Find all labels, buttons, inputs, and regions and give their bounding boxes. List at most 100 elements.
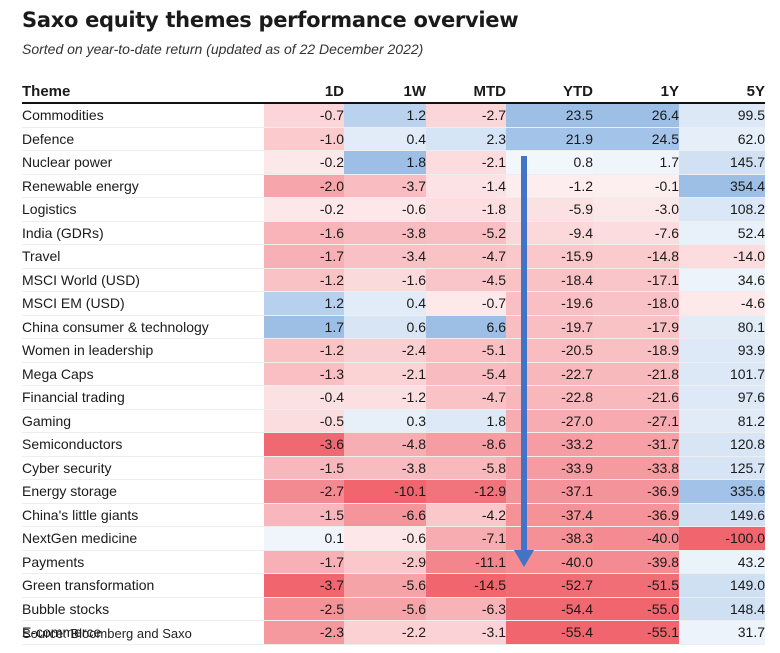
cell-5y: 335.6 bbox=[679, 479, 765, 504]
cell-ytd: -40.0 bbox=[506, 550, 593, 574]
cell-1y: 24.5 bbox=[593, 127, 679, 151]
cell-1w: 1.2 bbox=[344, 103, 426, 128]
cell-1w: 0.3 bbox=[344, 409, 426, 433]
cell-5y: 108.2 bbox=[679, 197, 765, 222]
page-title: Saxo equity themes performance overview bbox=[22, 8, 519, 32]
header-mtd: MTD bbox=[426, 80, 506, 104]
header-row: Theme 1D 1W MTD YTD 1Y 5Y bbox=[22, 80, 765, 104]
table-body: Commodities -0.7 1.2 -2.7 23.5 26.4 99.5 Defenc… bbox=[22, 103, 765, 645]
cell-5y: 81.2 bbox=[679, 409, 765, 433]
cell-1y: -18.0 bbox=[593, 291, 679, 316]
cell-1w: -3.8 bbox=[344, 221, 426, 245]
table-row: MSCI World (USD) -1.2 -1.6 -4.5 -18.4 -17.1 34… bbox=[22, 268, 765, 292]
cell-1d: -0.7 bbox=[264, 103, 344, 128]
cell-mtd: -5.8 bbox=[426, 456, 506, 480]
cell-ytd: -9.4 bbox=[506, 221, 593, 245]
table-row: Cyber security -1.5 -3.8 -5.8 -33.9 -33.8 125.… bbox=[22, 456, 765, 480]
cell-5y: 93.9 bbox=[679, 338, 765, 363]
cell-1w: -3.7 bbox=[344, 174, 426, 198]
theme-name: China's little giants bbox=[22, 503, 264, 527]
cell-1d: -0.5 bbox=[264, 409, 344, 433]
cell-1w: -2.4 bbox=[344, 338, 426, 363]
theme-name: Bubble stocks bbox=[22, 597, 264, 621]
table-row: Financial trading -0.4 -1.2 -4.7 -22.8 -21.6 9… bbox=[22, 385, 765, 410]
cell-mtd: -1.8 bbox=[426, 197, 506, 222]
cell-ytd: -20.5 bbox=[506, 338, 593, 363]
cell-5y: 52.4 bbox=[679, 221, 765, 245]
cell-ytd: -5.9 bbox=[506, 197, 593, 222]
cell-5y: 43.2 bbox=[679, 550, 765, 574]
table-row: NextGen medicine 0.1 -0.6 -7.1 -38.3 -40.0 -10… bbox=[22, 526, 765, 551]
theme-name: MSCI World (USD) bbox=[22, 268, 264, 292]
cell-1y: -7.6 bbox=[593, 221, 679, 245]
cell-1y: -27.1 bbox=[593, 409, 679, 433]
cell-1w: -2.2 bbox=[344, 620, 426, 645]
cell-mtd: -5.1 bbox=[426, 338, 506, 363]
cell-5y: -4.6 bbox=[679, 291, 765, 316]
cell-1w: 0.4 bbox=[344, 291, 426, 316]
cell-mtd: -7.1 bbox=[426, 526, 506, 551]
cell-1y: -55.0 bbox=[593, 597, 679, 621]
cell-1y: 1.7 bbox=[593, 150, 679, 175]
cell-1d: 0.1 bbox=[264, 526, 344, 551]
table-row: China's little giants -1.5 -6.6 -4.2 -37.4 -3… bbox=[22, 503, 765, 527]
cell-1d: -1.5 bbox=[264, 456, 344, 480]
table-row: Defence -1.0 0.4 2.3 21.9 24.5 62.0 bbox=[22, 127, 765, 151]
cell-5y: 354.4 bbox=[679, 174, 765, 198]
theme-name: NextGen medicine bbox=[22, 526, 264, 551]
cell-ytd: -27.0 bbox=[506, 409, 593, 433]
cell-1y: -31.7 bbox=[593, 432, 679, 457]
theme-name: Travel bbox=[22, 244, 264, 269]
cell-mtd: -6.3 bbox=[426, 597, 506, 621]
cell-ytd: -18.4 bbox=[506, 268, 593, 292]
theme-name: E-commerce bbox=[22, 620, 264, 645]
cell-1d: -1.5 bbox=[264, 503, 344, 527]
cell-ytd: -37.1 bbox=[506, 479, 593, 504]
cell-1d: -3.6 bbox=[264, 432, 344, 457]
cell-mtd: -14.5 bbox=[426, 573, 506, 598]
cell-mtd: -4.2 bbox=[426, 503, 506, 527]
table-row: Renewable energy -2.0 -3.7 -1.4 -1.2 -0.1 354.… bbox=[22, 174, 765, 198]
cell-mtd: 2.3 bbox=[426, 127, 506, 151]
cell-1w: -3.8 bbox=[344, 456, 426, 480]
cell-mtd: -3.1 bbox=[426, 620, 506, 645]
table-row: Gaming -0.5 0.3 1.8 -27.0 -27.1 81.2 bbox=[22, 409, 765, 433]
cell-1d: -1.2 bbox=[264, 268, 344, 292]
cell-ytd: -33.2 bbox=[506, 432, 593, 457]
cell-5y: 125.7 bbox=[679, 456, 765, 480]
cell-1d: -2.0 bbox=[264, 174, 344, 198]
theme-name: Logistics bbox=[22, 197, 264, 222]
cell-5y: 34.6 bbox=[679, 268, 765, 292]
cell-5y: 31.7 bbox=[679, 620, 765, 645]
cell-ytd: 0.8 bbox=[506, 150, 593, 175]
cell-1d: -1.3 bbox=[264, 362, 344, 386]
cell-1y: -18.9 bbox=[593, 338, 679, 363]
cell-ytd: -1.2 bbox=[506, 174, 593, 198]
table-row: Women in leadership -1.2 -2.4 -5.1 -20.5 -18.… bbox=[22, 338, 765, 363]
cell-1w: -5.6 bbox=[344, 597, 426, 621]
cell-mtd: -2.1 bbox=[426, 150, 506, 175]
cell-5y: 120.8 bbox=[679, 432, 765, 457]
cell-1w: 1.8 bbox=[344, 150, 426, 175]
table-row: Nuclear power -0.2 1.8 -2.1 0.8 1.7 145.7 bbox=[22, 150, 765, 175]
cell-ytd: -52.7 bbox=[506, 573, 593, 598]
cell-1y: -33.8 bbox=[593, 456, 679, 480]
cell-1w: -4.8 bbox=[344, 432, 426, 457]
cell-ytd: -19.7 bbox=[506, 315, 593, 339]
theme-name: Renewable energy bbox=[22, 174, 264, 198]
cell-1d: 1.2 bbox=[264, 291, 344, 316]
cell-1d: -2.3 bbox=[264, 620, 344, 645]
cell-5y: 149.0 bbox=[679, 573, 765, 598]
cell-1d: -1.7 bbox=[264, 550, 344, 574]
cell-mtd: 6.6 bbox=[426, 315, 506, 339]
cell-1w: -2.9 bbox=[344, 550, 426, 574]
table-row: Semiconductors -3.6 -4.8 -8.6 -33.2 -31.7 120.… bbox=[22, 432, 765, 457]
cell-mtd: -1.4 bbox=[426, 174, 506, 198]
header-1y: 1Y bbox=[593, 80, 679, 104]
theme-name: Cyber security bbox=[22, 456, 264, 480]
cell-5y: -100.0 bbox=[679, 526, 765, 551]
cell-1d: -0.4 bbox=[264, 385, 344, 410]
cell-5y: 149.6 bbox=[679, 503, 765, 527]
table-row: E-commerce -2.3 -2.2 -3.1 -55.4 -55.1 31.7 bbox=[22, 620, 765, 645]
cell-1w: -2.1 bbox=[344, 362, 426, 386]
